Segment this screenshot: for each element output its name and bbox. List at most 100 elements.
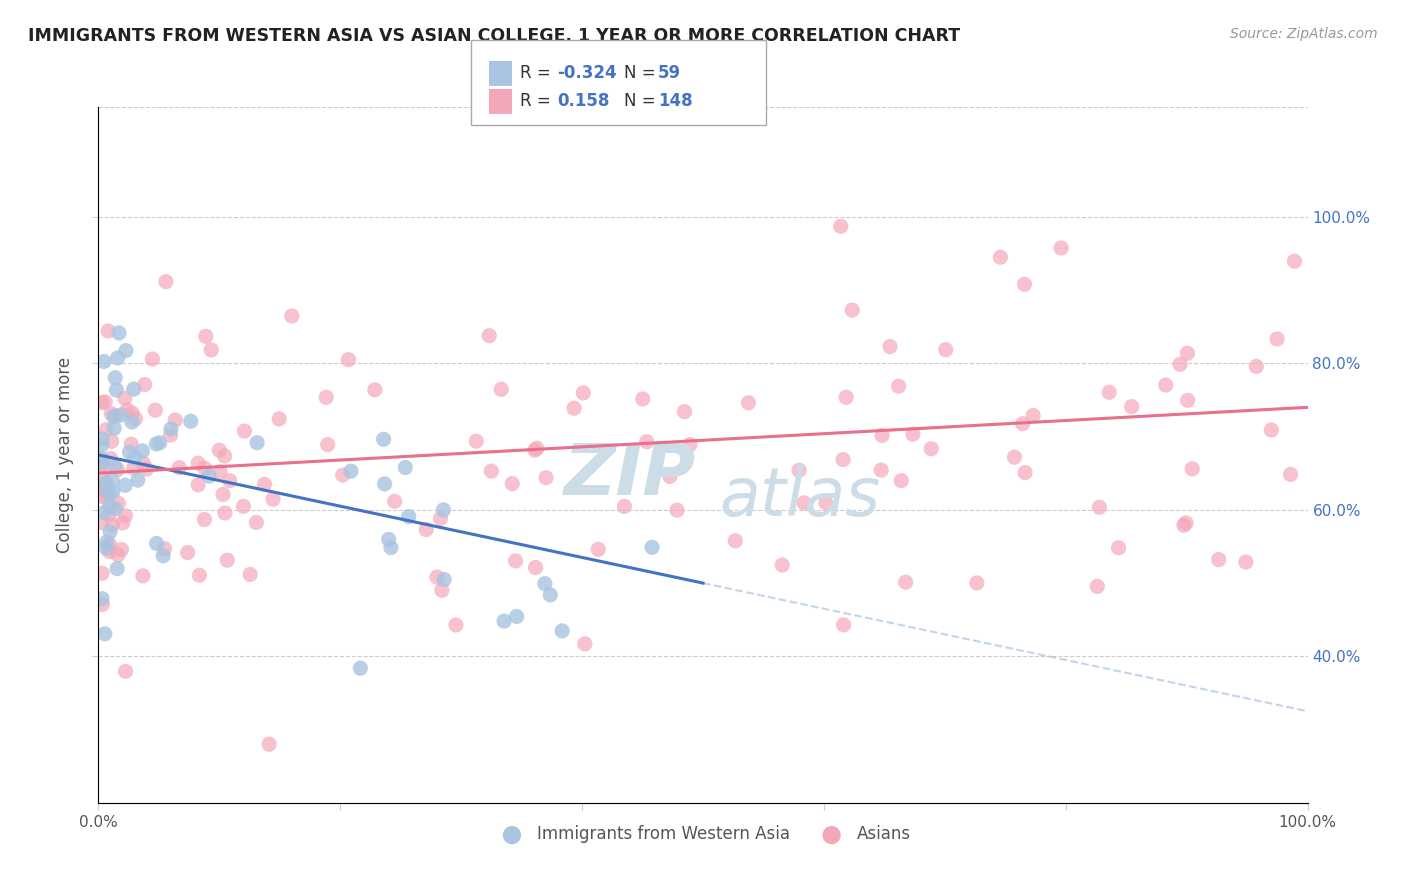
Point — [1014, 466, 1036, 480]
Point — [165, 413, 187, 427]
Point — [724, 533, 747, 548]
Point — [149, 435, 172, 450]
Point — [101, 518, 124, 533]
Point — [91, 516, 114, 530]
Point — [398, 509, 420, 524]
Point — [501, 476, 523, 491]
Point — [1050, 241, 1073, 255]
Point — [505, 609, 527, 624]
Point — [1265, 332, 1288, 346]
Point — [91, 432, 114, 446]
Text: N =: N = — [624, 93, 655, 111]
Point — [246, 435, 269, 450]
Point — [315, 390, 337, 404]
Point — [641, 541, 664, 555]
Point — [98, 486, 121, 500]
Text: R =: R = — [520, 64, 551, 82]
Point — [316, 437, 339, 451]
Point — [832, 452, 855, 467]
Point — [114, 392, 136, 406]
Point — [1173, 518, 1195, 533]
Point — [200, 343, 222, 357]
Point — [526, 442, 548, 456]
Point — [93, 354, 115, 368]
Point — [1177, 393, 1199, 408]
Point — [1004, 450, 1026, 465]
Point — [194, 461, 217, 475]
Point — [770, 558, 793, 572]
Point — [198, 469, 221, 483]
Point — [98, 499, 121, 513]
Point — [631, 392, 654, 406]
Point — [121, 406, 143, 420]
Point — [1260, 423, 1282, 437]
Point — [94, 395, 117, 409]
Point — [107, 496, 129, 510]
Point — [349, 661, 371, 675]
Point — [152, 549, 174, 563]
Point — [122, 382, 145, 396]
Point — [1098, 385, 1121, 400]
Point — [551, 624, 574, 638]
Point — [658, 469, 681, 483]
Point — [98, 544, 121, 558]
Point — [679, 437, 702, 451]
Point — [135, 462, 157, 476]
Point — [101, 474, 124, 488]
Text: N =: N = — [624, 64, 655, 82]
Point — [96, 483, 118, 498]
Point — [94, 627, 117, 641]
Point — [167, 460, 190, 475]
Point — [666, 503, 689, 517]
Point — [673, 404, 696, 418]
Point — [257, 737, 280, 751]
Point — [523, 443, 546, 458]
Point — [103, 421, 125, 435]
Point — [114, 508, 136, 523]
Point — [96, 423, 118, 437]
Point — [1014, 277, 1036, 292]
Point — [1011, 417, 1033, 431]
Point — [188, 568, 211, 582]
Point — [118, 445, 141, 459]
Point — [141, 352, 163, 367]
Y-axis label: College, 1 year or more: College, 1 year or more — [56, 357, 75, 553]
Point — [122, 461, 145, 475]
Point — [104, 370, 127, 384]
Point — [1088, 500, 1111, 515]
Point — [91, 489, 114, 503]
Point — [1208, 552, 1230, 566]
Point — [793, 496, 815, 510]
Point — [91, 395, 114, 409]
Point — [814, 496, 837, 510]
Point — [115, 343, 138, 358]
Point — [214, 506, 236, 520]
Point — [134, 377, 156, 392]
Point — [384, 494, 406, 508]
Point — [524, 560, 547, 574]
Point — [1234, 555, 1257, 569]
Point — [245, 516, 267, 530]
Point — [636, 434, 658, 449]
Point — [145, 536, 167, 550]
Point — [91, 566, 114, 581]
Point — [96, 535, 118, 549]
Point — [91, 438, 114, 452]
Point — [340, 464, 363, 478]
Point — [337, 352, 360, 367]
Point — [505, 554, 527, 568]
Text: -0.324: -0.324 — [557, 64, 616, 82]
Point — [212, 487, 235, 501]
Point — [110, 408, 132, 422]
Point — [870, 428, 893, 442]
Point — [97, 324, 120, 338]
Point — [114, 478, 136, 492]
Point — [91, 478, 114, 492]
Point — [373, 432, 395, 446]
Point — [1154, 378, 1177, 392]
Point — [1121, 400, 1143, 414]
Point — [124, 411, 146, 425]
Point — [143, 403, 166, 417]
Point — [281, 309, 304, 323]
Point — [104, 459, 127, 474]
